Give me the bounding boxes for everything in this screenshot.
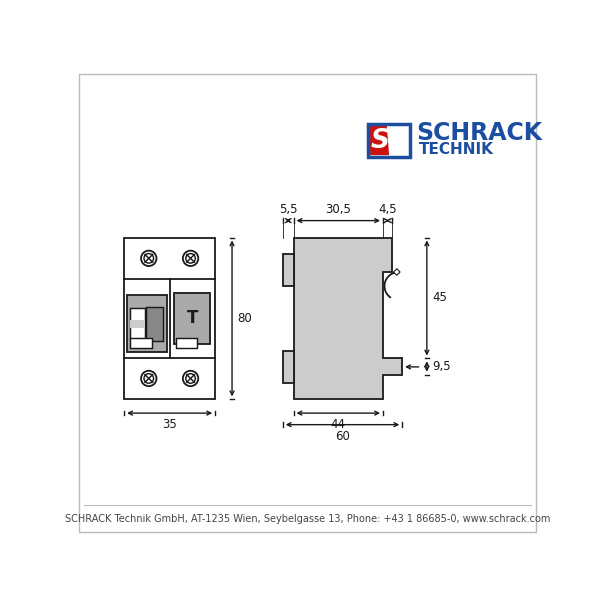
Text: TECHNIK: TECHNIK [419, 142, 494, 157]
Bar [130, 308, 145, 339]
Text: 5,5: 5,5 [279, 203, 298, 216]
Bar [130, 338, 152, 349]
Bar [368, 124, 410, 157]
Bar [146, 307, 163, 341]
Polygon shape [367, 126, 389, 155]
Text: 44: 44 [331, 419, 346, 431]
Bar [174, 293, 211, 344]
Bar [283, 351, 293, 383]
Polygon shape [293, 238, 402, 399]
Text: 30,5: 30,5 [325, 203, 351, 216]
Text: 35: 35 [162, 419, 177, 431]
Text: SCHRACK Technik GmbH, AT-1235 Wien, Seybelgasse 13, Phone: +43 1 86685-0, www.sc: SCHRACK Technik GmbH, AT-1235 Wien, Seyb… [65, 514, 550, 524]
Text: 4,5: 4,5 [378, 203, 397, 216]
Bar [176, 338, 197, 349]
Text: 60: 60 [335, 430, 350, 443]
Text: 80: 80 [238, 312, 252, 325]
Text: T: T [187, 310, 198, 328]
Bar [130, 320, 145, 328]
Bar [127, 295, 167, 352]
Text: 45: 45 [432, 292, 447, 304]
Text: 9,5: 9,5 [432, 360, 451, 373]
Text: SCHRACK: SCHRACK [416, 121, 542, 145]
Bar [124, 238, 215, 399]
Bar [283, 254, 293, 286]
Text: S: S [370, 128, 389, 154]
Bar [394, 269, 400, 275]
